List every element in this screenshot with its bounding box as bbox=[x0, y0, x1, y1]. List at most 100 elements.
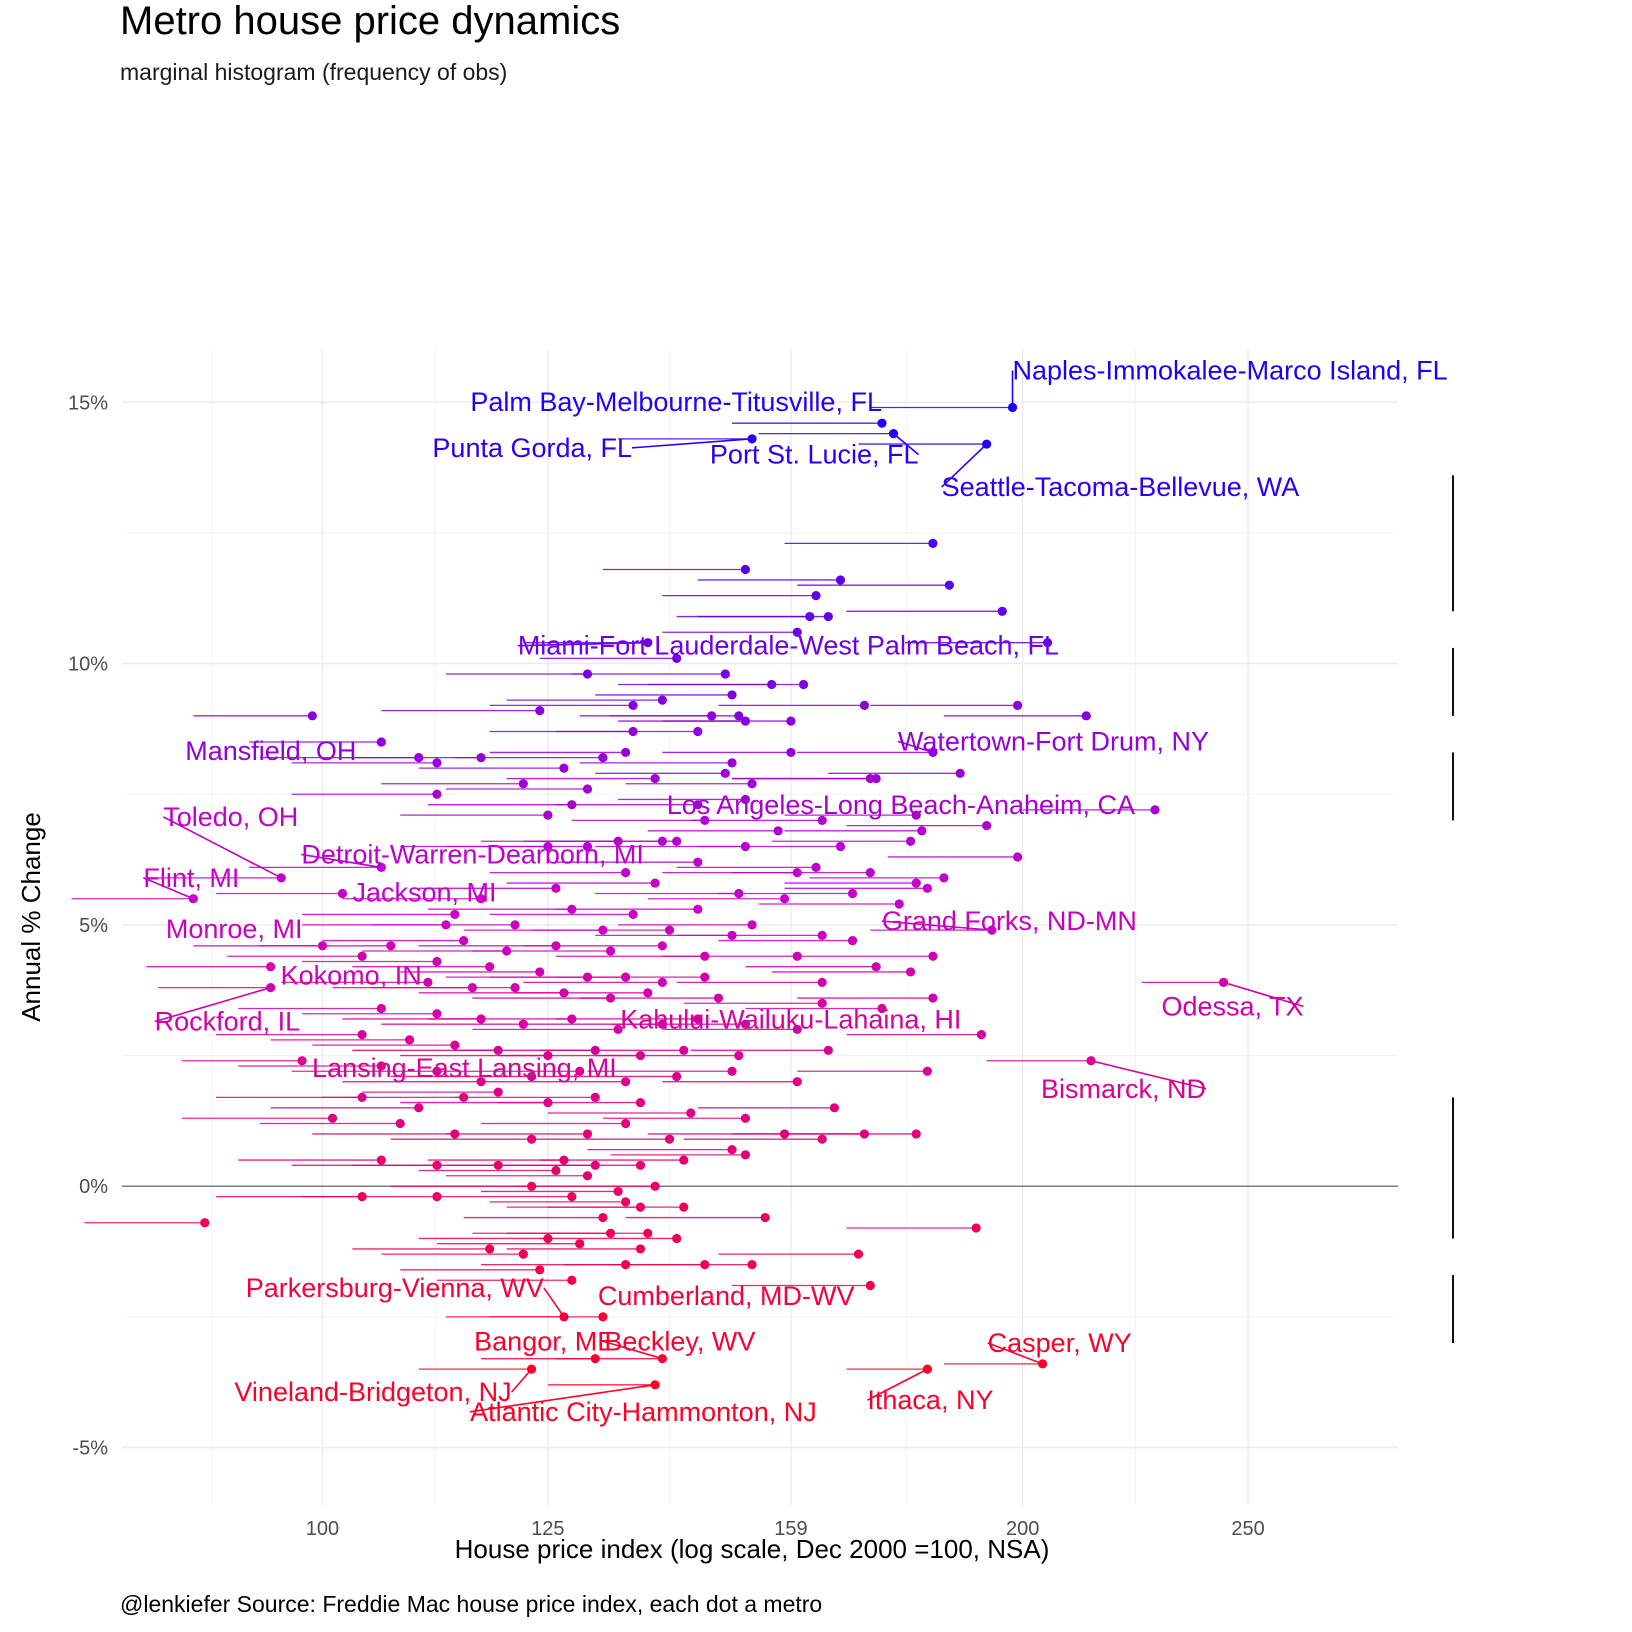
metro-point bbox=[734, 711, 744, 721]
metro-point bbox=[740, 1113, 751, 1123]
metro-point bbox=[518, 1019, 528, 1029]
metro-point bbox=[621, 747, 631, 758]
metro-point bbox=[693, 904, 703, 914]
metro-point bbox=[559, 1155, 569, 1165]
metro-point bbox=[871, 962, 881, 972]
metro-point bbox=[911, 810, 921, 820]
metro-point bbox=[664, 925, 675, 935]
metro-label: Port St. Lucie, FL bbox=[710, 440, 919, 470]
metro-point bbox=[727, 758, 737, 768]
metro-point bbox=[621, 1118, 631, 1129]
metro-point bbox=[740, 1150, 751, 1160]
leader-line bbox=[517, 641, 648, 647]
metro-point bbox=[518, 779, 528, 789]
metro-point bbox=[510, 983, 520, 993]
metro-point bbox=[700, 815, 710, 825]
metro-point bbox=[543, 841, 553, 852]
metro-point bbox=[792, 627, 802, 637]
metro-point bbox=[672, 1233, 682, 1244]
metro-label: Grand Forks, ND-MN bbox=[882, 906, 1137, 936]
metro-point bbox=[865, 1280, 875, 1291]
metro-point bbox=[720, 768, 730, 778]
metro-point bbox=[582, 972, 593, 982]
metro-point bbox=[459, 1092, 469, 1102]
metro-label: Beckley, WV bbox=[604, 1327, 755, 1357]
metro-point bbox=[543, 810, 553, 820]
metro-point bbox=[971, 1223, 981, 1233]
metro-point bbox=[922, 1066, 932, 1076]
metro-point bbox=[635, 1244, 646, 1254]
metro-point bbox=[414, 1103, 424, 1113]
metro-point bbox=[628, 726, 638, 737]
metro-point bbox=[859, 1129, 870, 1139]
metro-point bbox=[747, 1259, 757, 1270]
metro-point bbox=[987, 925, 997, 935]
metro-point bbox=[944, 580, 954, 590]
metro-point bbox=[605, 946, 616, 956]
metro-point bbox=[567, 1014, 577, 1024]
metro-point bbox=[792, 1077, 802, 1087]
metro-point bbox=[543, 1050, 553, 1061]
metro-point bbox=[650, 878, 660, 888]
metro-point bbox=[535, 706, 545, 716]
leader-line bbox=[301, 853, 382, 869]
metro-point bbox=[386, 941, 396, 951]
metro-point bbox=[376, 1003, 386, 1014]
metro-point bbox=[543, 1233, 553, 1244]
metro-point bbox=[672, 1071, 682, 1082]
metro-point bbox=[679, 1045, 689, 1055]
grid bbox=[122, 350, 1398, 1505]
metro-point bbox=[582, 1129, 593, 1139]
metro-point bbox=[805, 611, 815, 622]
metro-point bbox=[657, 977, 667, 987]
metro-point bbox=[526, 1071, 537, 1082]
metro-point bbox=[613, 836, 623, 846]
metro-point bbox=[847, 935, 858, 946]
metro-point bbox=[357, 1092, 367, 1102]
metro-point bbox=[590, 1160, 600, 1170]
metro-point bbox=[779, 894, 790, 904]
metro-label: Ithaca, NY bbox=[867, 1385, 993, 1415]
metro-point bbox=[811, 591, 821, 601]
metro-point bbox=[582, 841, 593, 852]
leader-line bbox=[631, 438, 753, 449]
metro-point bbox=[621, 1077, 631, 1087]
metro-point bbox=[432, 1066, 442, 1076]
metro-label: Watertown-Fort Drum, NY bbox=[898, 726, 1209, 756]
leader-line bbox=[154, 986, 271, 1023]
metro-point bbox=[817, 998, 827, 1008]
metro-point bbox=[727, 1066, 737, 1076]
metro-point bbox=[559, 988, 569, 998]
metro-label: Mansfield, OH bbox=[185, 736, 356, 766]
metro-point bbox=[621, 972, 631, 982]
previous-year-segments bbox=[71, 406, 1224, 1386]
metro-point bbox=[823, 611, 833, 622]
metro-point bbox=[906, 836, 916, 846]
metro-point bbox=[911, 878, 921, 888]
metro-point bbox=[693, 726, 703, 737]
metro-point bbox=[476, 894, 486, 904]
metro-point bbox=[672, 836, 682, 846]
metro-point bbox=[518, 1249, 528, 1259]
leader-line bbox=[162, 816, 282, 879]
metro-point bbox=[700, 972, 710, 982]
metro-point bbox=[976, 1030, 987, 1040]
metro-point bbox=[598, 925, 608, 935]
metro-point bbox=[657, 1354, 667, 1364]
metro-point bbox=[485, 1244, 495, 1254]
metro-point bbox=[582, 1171, 593, 1181]
metro-point bbox=[982, 820, 992, 831]
metro-point bbox=[760, 1212, 770, 1223]
metro-point bbox=[865, 868, 875, 878]
metro-point bbox=[476, 1014, 486, 1024]
metro-point bbox=[679, 1202, 689, 1212]
leader-line bbox=[1223, 981, 1304, 1008]
metro-point bbox=[835, 575, 846, 585]
metro-point bbox=[847, 888, 858, 899]
metro-point bbox=[740, 564, 751, 575]
metro-point bbox=[635, 1050, 646, 1061]
metro-label: Punta Gorda, FL bbox=[432, 433, 632, 463]
metro-point bbox=[700, 951, 710, 961]
x-tick-label: 159 bbox=[774, 1518, 807, 1540]
metro-point bbox=[823, 1045, 833, 1055]
